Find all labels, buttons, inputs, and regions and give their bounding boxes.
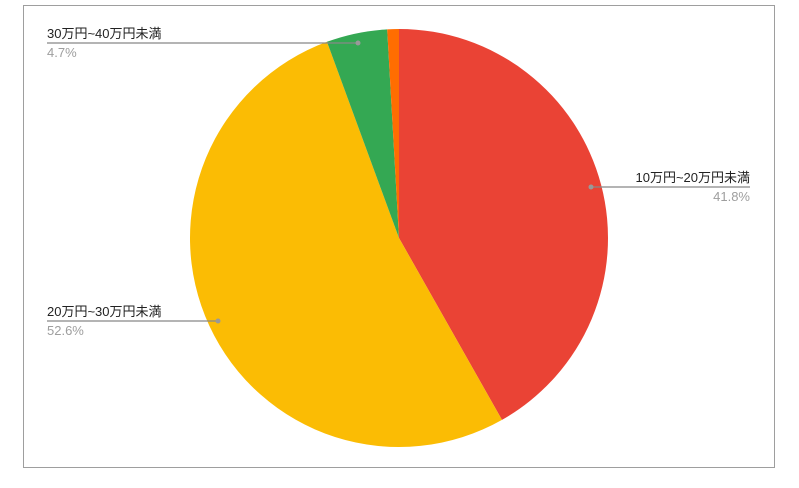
pie-slice[interactable] xyxy=(387,29,399,238)
leader-dot xyxy=(215,318,221,324)
pie-slice[interactable] xyxy=(399,29,608,420)
slice-label: 30万円~40万円未満 xyxy=(47,26,162,41)
leader-dot xyxy=(588,184,594,190)
leader-dot xyxy=(355,40,361,46)
pie-slice[interactable] xyxy=(326,29,399,238)
slice-value-label: 41.8% xyxy=(713,189,750,204)
chart-frame xyxy=(23,5,775,468)
slice-value-label: 4.7% xyxy=(47,45,77,60)
slice-label: 20万円~30万円未満 xyxy=(47,304,162,319)
slice-value-label: 52.6% xyxy=(47,323,84,338)
slice-label: 10万円~20万円未満 xyxy=(635,170,750,185)
pie-slice[interactable] xyxy=(189,41,502,448)
